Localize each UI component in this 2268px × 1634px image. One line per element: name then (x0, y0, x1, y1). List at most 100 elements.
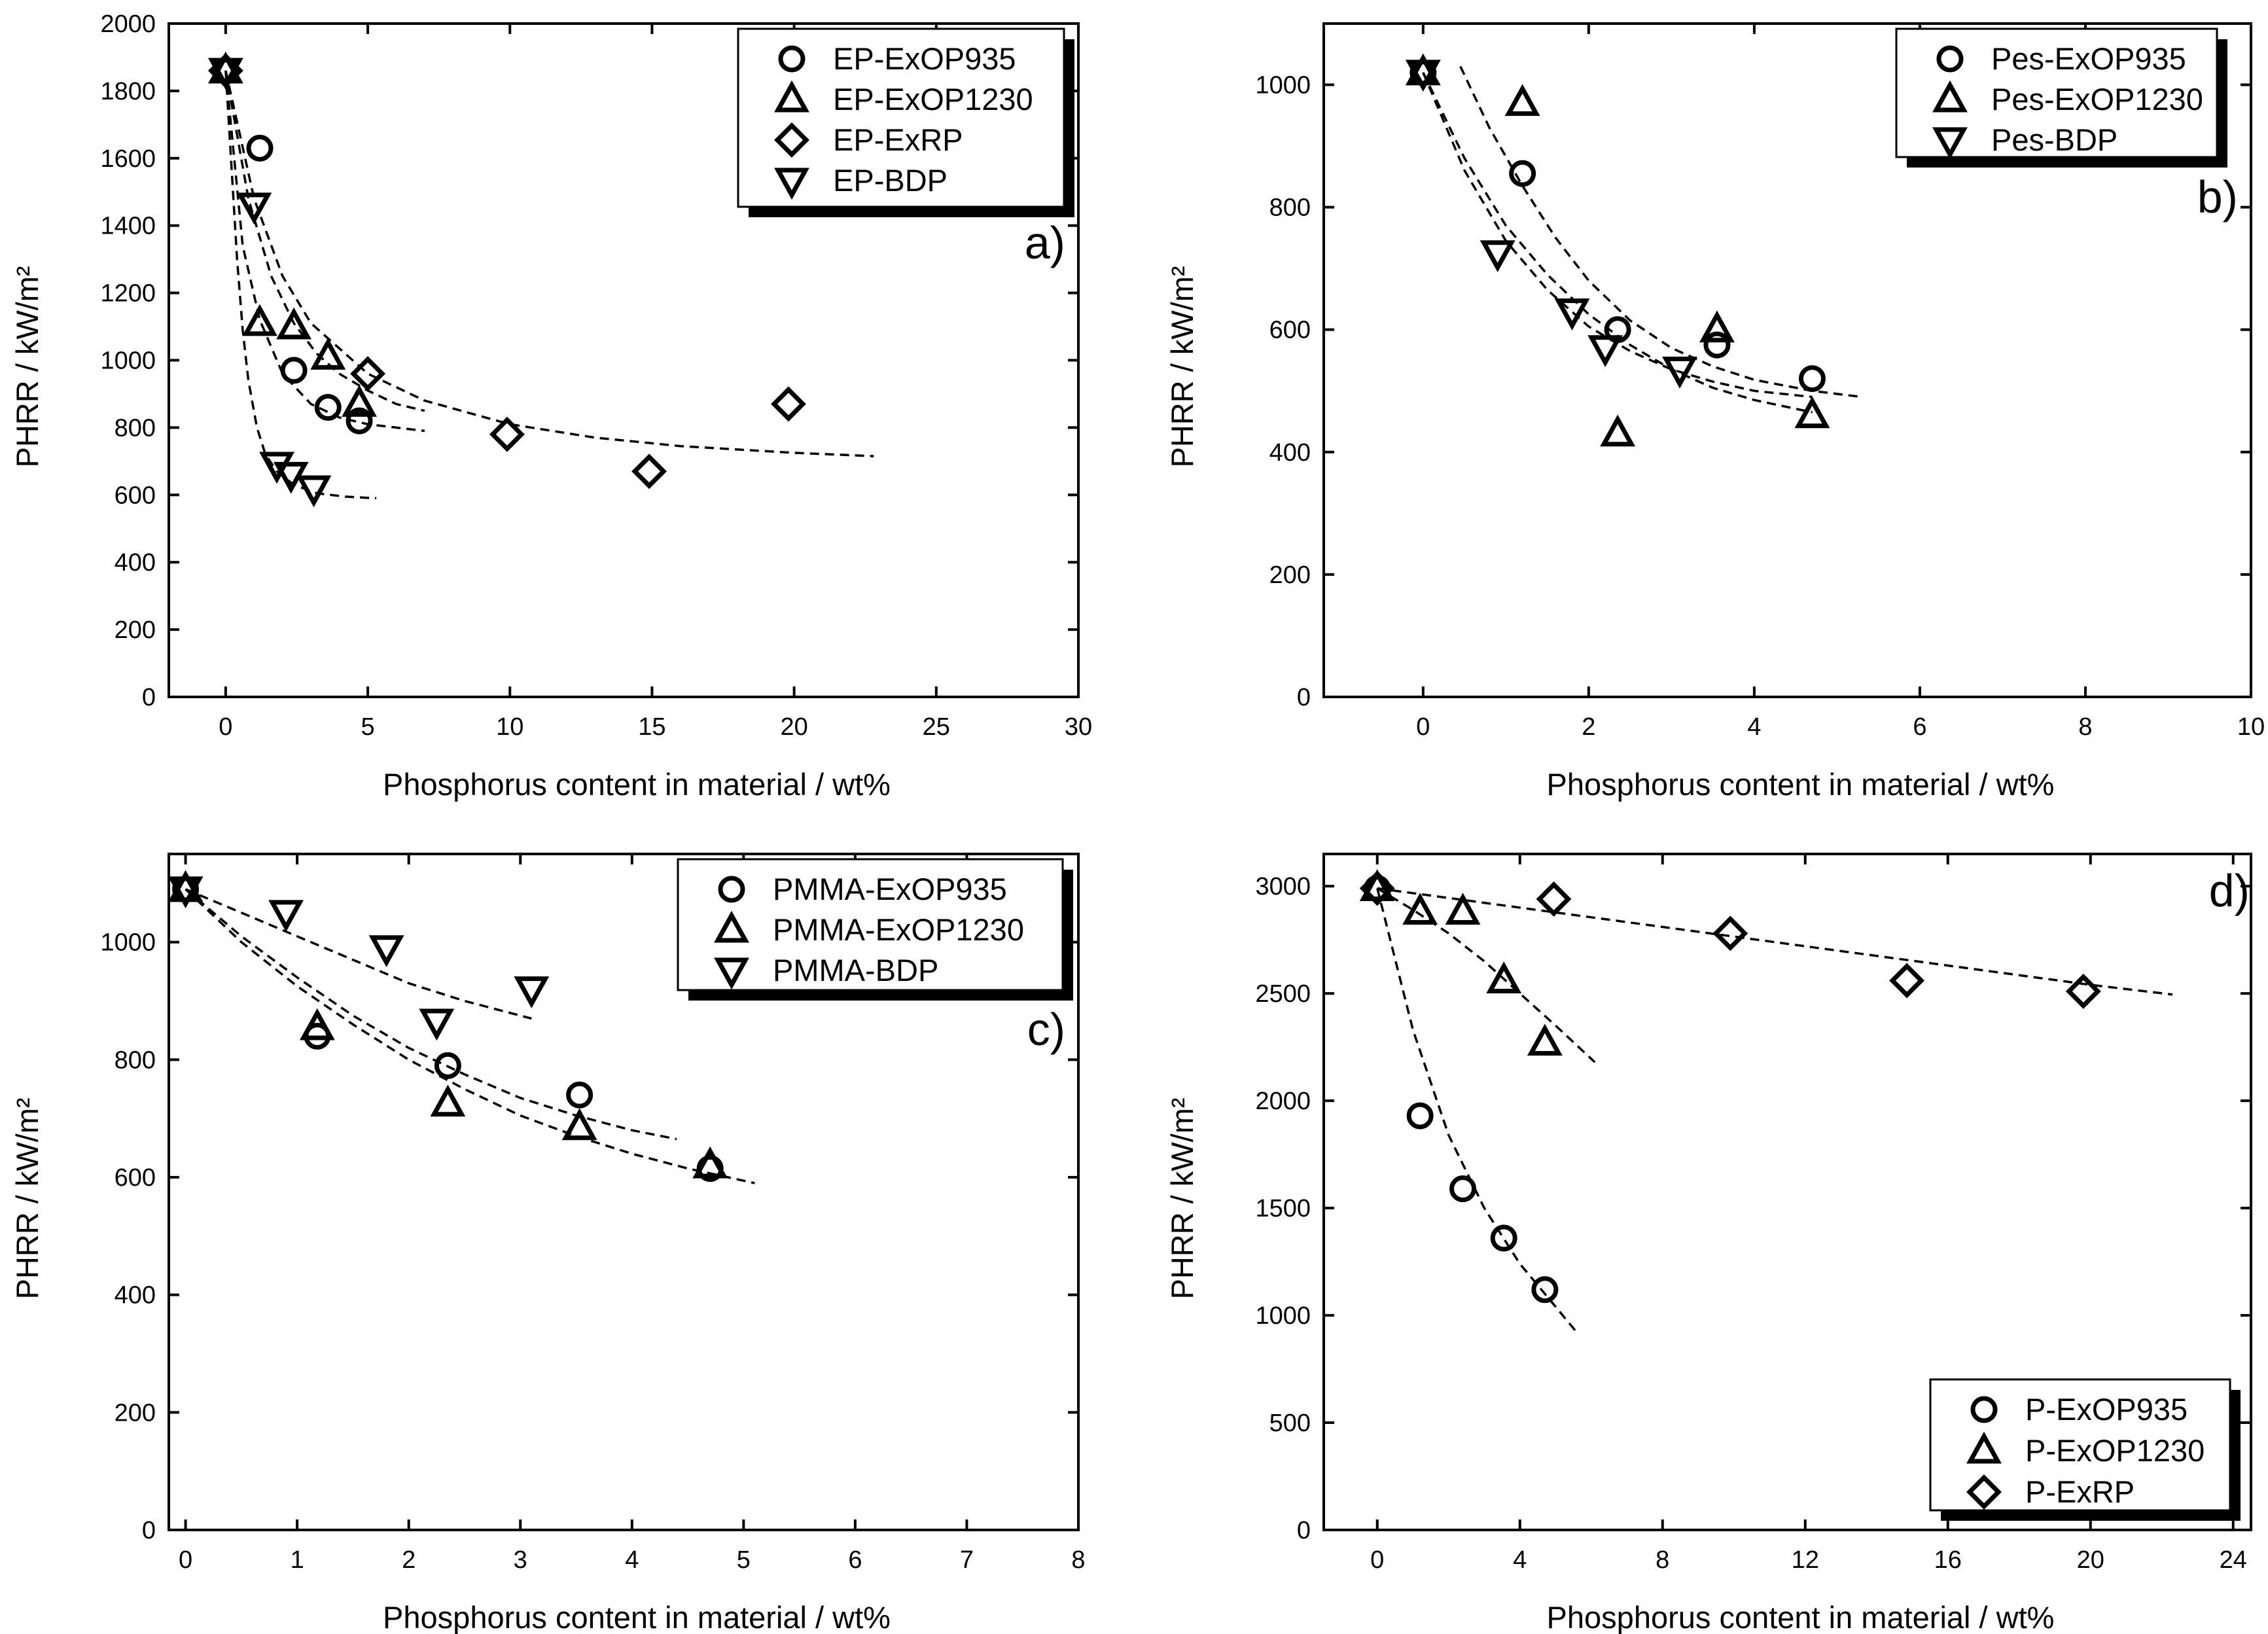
x-tick-label: 8 (1071, 1546, 1085, 1574)
legend-marker (1966, 1431, 2002, 1464)
x-tick-label: 20 (2077, 1546, 2104, 1574)
x-tick-label: 2 (402, 1546, 416, 1574)
data-point-pmma-bdp (514, 976, 550, 1008)
x-tick-label: 16 (1934, 1546, 1962, 1574)
x-tick-label: 10 (2237, 713, 2265, 741)
y-tick-label: 200 (115, 616, 156, 644)
data-point-pes-exop1230 (1699, 310, 1735, 343)
data-point-ep-bdp (207, 58, 243, 90)
data-point-ep-exop1230 (242, 304, 277, 336)
fit-curve-pes-exop1230 (1422, 72, 1813, 414)
legend-label: EP-BDP (833, 163, 948, 198)
y-tick-label: 2000 (1255, 1088, 1311, 1115)
data-point-pmma-exop935 (434, 1052, 461, 1079)
legend-marker (1970, 1396, 1998, 1423)
legend: EP-ExOP935 EP-ExOP1230 EP-ExRP EP-BDP (737, 27, 1074, 217)
legend-marker (714, 910, 749, 943)
x-tick-label: 8 (1656, 1546, 1669, 1574)
x-axis-label: Phosphorus content in material / wt% (383, 767, 891, 802)
y-tick-label: 800 (1269, 194, 1311, 222)
data-point-p-exop1230 (1402, 893, 1438, 925)
data-point-ep-exop935 (346, 407, 373, 435)
data-point-pes-exop1230 (1794, 396, 1830, 429)
y-axis-label: PHRR / kW/m² (10, 266, 44, 467)
data-point-p-exrp (1536, 881, 1572, 917)
x-tick-label: 25 (923, 713, 950, 741)
x-axis-label: Phosphorus content in material / wt% (1547, 1600, 2055, 1634)
legend-box (1895, 27, 2218, 158)
data-point-p-exop1230 (1527, 1023, 1563, 1056)
legend-marker (1966, 1474, 2002, 1510)
x-tick-label: 20 (780, 713, 807, 741)
data-point-pes-bdp (1662, 357, 1697, 389)
legend-label: P-ExOP935 (2025, 1392, 2188, 1427)
data-point-ep-exop1230 (342, 385, 377, 417)
legend: Pes-ExOP935 Pes-ExOP1230 Pes-BDP (1895, 27, 2227, 168)
y-tick-label: 3000 (1255, 873, 1311, 900)
legend-marker (774, 122, 809, 158)
x-tick-label: 0 (1416, 713, 1430, 741)
x-tick-label: 1 (291, 1546, 304, 1574)
panel-label: a) (1025, 217, 1065, 268)
y-tick-label: 1200 (100, 280, 156, 308)
data-point-p-exrp (1359, 870, 1395, 906)
data-point-ep-exop1230 (276, 307, 312, 340)
x-tick-label: 0 (219, 713, 232, 741)
legend-marker (778, 45, 806, 73)
y-tick-label: 1000 (100, 347, 156, 375)
x-tick-label: 4 (625, 1546, 639, 1574)
data-point-p-exop935 (1449, 1175, 1477, 1203)
y-tick-label: 1000 (1255, 1302, 1311, 1330)
data-point-ep-bdp (236, 192, 272, 225)
data-point-ep-exop935 (246, 134, 274, 162)
legend: P-ExOP935 P-ExOP1230 P-ExRP (1929, 1378, 2241, 1521)
y-tick-label: 0 (142, 684, 156, 711)
data-point-pmma-exop935 (566, 1081, 594, 1109)
data-point-p-exop1230 (1445, 893, 1481, 925)
legend-label: EP-ExOP935 (833, 41, 1016, 76)
data-point-ep-bdp (296, 475, 332, 508)
fit-curve-ep-exop1230 (224, 70, 425, 412)
data-point-p-exrp (1889, 963, 1925, 999)
y-tick-label: 0 (142, 1517, 156, 1544)
legend-label: Pes-BDP (1991, 122, 2117, 157)
x-tick-label: 5 (737, 1546, 751, 1574)
y-tick-label: 1000 (1255, 72, 1311, 99)
y-tick-label: 500 (1269, 1410, 1311, 1437)
y-tick-label: 1500 (1255, 1195, 1311, 1222)
y-axis-label: PHRR / kW/m² (1165, 266, 1199, 467)
plot-frame (1322, 22, 2252, 698)
legend-marker (774, 168, 809, 200)
data-point-ep-exrp (770, 386, 806, 422)
y-axis-label: PHRR / kW/m² (1165, 1097, 1199, 1299)
data-point-p-exop935 (1531, 1276, 1559, 1304)
legend-label: PMMA-BDP (773, 953, 938, 987)
data-point-pmma-bdp (419, 1008, 455, 1041)
data-point-pes-exop935 (1703, 331, 1731, 359)
y-tick-label: 400 (1269, 439, 1311, 467)
y-tick-label: 2500 (1255, 980, 1311, 1008)
y-tick-label: 600 (1269, 317, 1311, 344)
data-point-ep-exrp (489, 416, 525, 452)
data-point-pes-bdp (1405, 60, 1441, 92)
data-point-pes-bdp (1554, 298, 1590, 330)
data-point-ep-exop935 (314, 394, 342, 421)
x-tick-label: 6 (848, 1546, 862, 1574)
x-tick-label: 4 (1747, 713, 1761, 741)
y-tick-label: 1800 (100, 78, 156, 105)
x-tick-label: 4 (1513, 1546, 1527, 1574)
fit-curve-pmma-exop1230 (185, 888, 755, 1184)
legend-label: Pes-ExOP935 (1991, 41, 2186, 76)
x-axis-label: Phosphorus content in material / wt% (383, 1600, 891, 1634)
x-tick-label: 8 (2078, 713, 2092, 741)
x-tick-label: 24 (2220, 1546, 2247, 1574)
y-tick-label: 800 (115, 1046, 156, 1074)
data-point-pes-exop935 (1509, 160, 1536, 187)
x-tick-label: 6 (1913, 713, 1926, 741)
y-tick-label: 400 (115, 1282, 156, 1309)
panel-d: 0 4 8 12 16 20 24 0 500 1000 1500 2000 2500 3000 Phosp… (1165, 853, 2252, 1634)
fit-curve-p-exop935 (1376, 888, 1578, 1334)
legend-marker (1932, 127, 1968, 160)
legend-label: P-ExOP1230 (2025, 1433, 2205, 1468)
legend-marker (714, 957, 749, 990)
